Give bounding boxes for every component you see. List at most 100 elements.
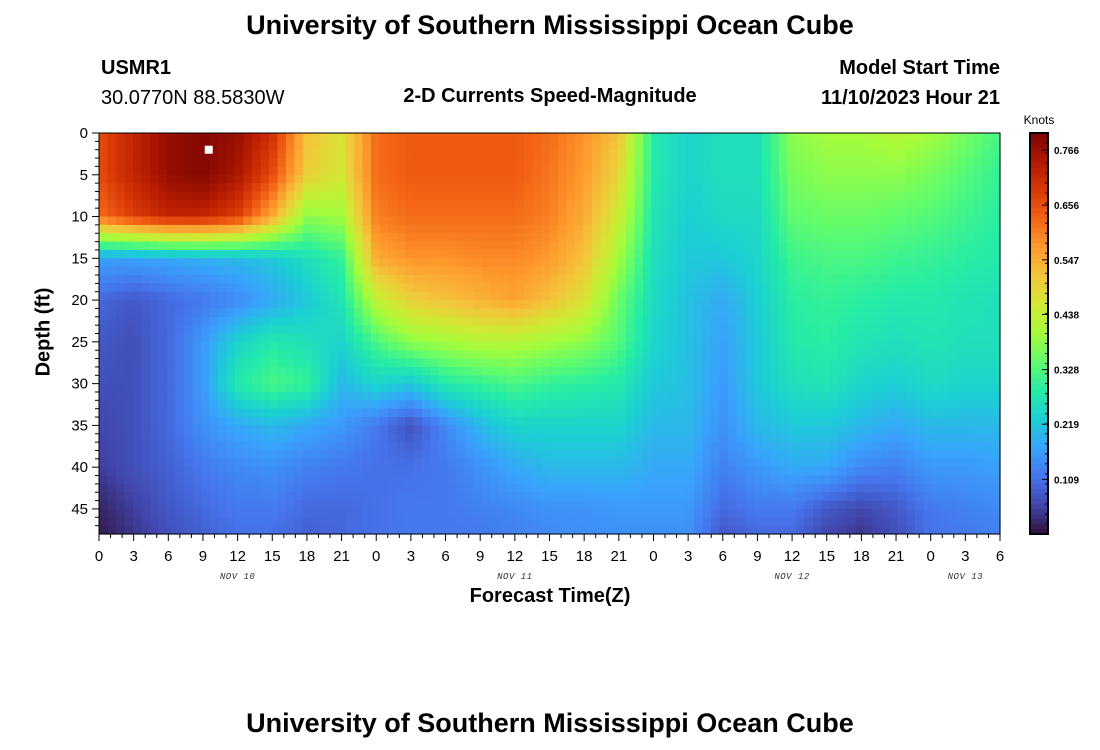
heatmap-cell [923, 258, 933, 268]
heatmap-cell [651, 325, 661, 335]
heatmap-cell [983, 375, 993, 385]
heatmap-cell [175, 241, 185, 251]
heatmap-cell [915, 508, 925, 518]
heatmap-cell [167, 458, 177, 468]
heatmap-cell [345, 308, 355, 318]
heatmap-cell [141, 325, 151, 335]
heatmap-cell [881, 433, 891, 443]
heatmap-cell [855, 191, 865, 201]
heatmap-cell [320, 166, 330, 176]
heatmap-cell [770, 517, 780, 527]
heatmap-cell [311, 308, 321, 318]
heatmap-cell [490, 383, 500, 393]
heatmap-cell [787, 191, 797, 201]
heatmap-cell [881, 517, 891, 527]
heatmap-cell [192, 275, 202, 284]
heatmap-cell [728, 458, 738, 468]
heatmap-cell [600, 166, 610, 176]
heatmap-cell [898, 300, 908, 310]
heatmap-cell [133, 291, 143, 301]
heatmap-cell [592, 467, 602, 477]
heatmap-cell [235, 483, 245, 493]
heatmap-cell [838, 174, 848, 184]
heatmap-cell [566, 450, 576, 460]
heatmap-cell [328, 258, 338, 268]
heatmap-cell [354, 158, 364, 168]
heatmap-cell [439, 191, 449, 201]
heatmap-cell [660, 375, 670, 385]
heatmap-cell [490, 467, 500, 477]
heatmap-cell [328, 166, 338, 176]
heatmap-cell [167, 508, 177, 518]
heatmap-cell [209, 366, 219, 376]
heatmap-cell [235, 325, 245, 335]
heatmap-cell [864, 224, 874, 234]
heatmap-cell [804, 316, 814, 326]
heatmap-cell [184, 467, 194, 477]
heatmap-cell [490, 400, 500, 410]
heatmap-cell [184, 333, 194, 343]
heatmap-cell [991, 208, 1001, 218]
heatmap-cell [864, 275, 874, 284]
heatmap-cell [328, 316, 338, 326]
heatmap-cell [286, 375, 296, 385]
heatmap-cell [583, 199, 593, 209]
heatmap-cell [507, 300, 517, 310]
heatmap-cell [464, 483, 474, 493]
heatmap-cell [405, 141, 415, 151]
heatmap-cell [796, 366, 806, 376]
heatmap-cell [940, 216, 950, 226]
heatmap-cell [719, 383, 729, 393]
heatmap-cell [396, 149, 406, 159]
heatmap-cell [396, 375, 406, 385]
heatmap-cell [847, 417, 857, 426]
heatmap-cell [362, 166, 372, 176]
model-start-value: 11/10/2023 Hour 21 [820, 87, 1000, 109]
heatmap-cell [218, 417, 228, 426]
heatmap-cell [192, 174, 202, 184]
heatmap-cell [456, 475, 466, 485]
heatmap-cell [898, 191, 908, 201]
heatmap-cell [107, 325, 117, 335]
heatmap-cell [439, 325, 449, 335]
heatmap-cell [719, 366, 729, 376]
heatmap-cell [260, 141, 270, 151]
heatmap-cell [549, 308, 559, 318]
heatmap-cell [209, 375, 219, 385]
heatmap-cell [592, 425, 602, 435]
heatmap-cell [796, 133, 806, 142]
heatmap-cell [906, 500, 916, 510]
heatmap-cell [345, 283, 355, 293]
heatmap-cell [150, 325, 160, 335]
heatmap-cell [694, 417, 704, 426]
heatmap-cell [99, 249, 109, 259]
heatmap-cell [566, 442, 576, 452]
heatmap-cell [660, 258, 670, 268]
heatmap-cell [192, 158, 202, 168]
heatmap-cell [813, 325, 823, 335]
heatmap-cell [209, 216, 219, 226]
heatmap-cell [541, 241, 551, 251]
heatmap-cell [116, 275, 126, 284]
heatmap-cell [396, 500, 406, 510]
heatmap-cell [303, 258, 313, 268]
heatmap-cell [167, 216, 177, 226]
heatmap-cell [626, 517, 636, 527]
heatmap-cell [753, 450, 763, 460]
heatmap-cell [898, 141, 908, 151]
heatmap-cell [660, 383, 670, 393]
heatmap-cell [830, 291, 840, 301]
heatmap-cell [209, 483, 219, 493]
heatmap-cell [303, 199, 313, 209]
heatmap-cell [286, 141, 296, 151]
heatmap-cell [796, 249, 806, 259]
heatmap-cell [821, 266, 831, 276]
heatmap-cell [626, 450, 636, 460]
heatmap-cell [167, 358, 177, 368]
heatmap-cell [473, 166, 483, 176]
heatmap-cell [354, 391, 364, 401]
heatmap-cell [864, 300, 874, 310]
heatmap-cell [677, 517, 687, 527]
heatmap-cell [133, 199, 143, 209]
heatmap-cell [490, 308, 500, 318]
